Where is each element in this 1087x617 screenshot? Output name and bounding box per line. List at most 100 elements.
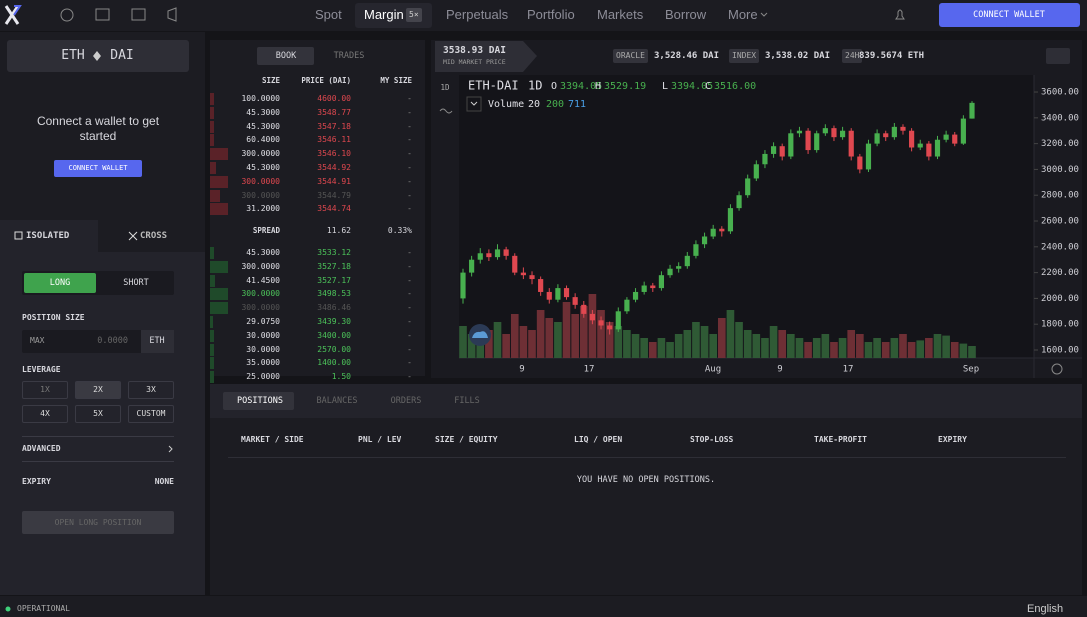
tab[interactable]: ISOLATED xyxy=(26,231,70,241)
volume-bar xyxy=(631,334,640,358)
book-tab[interactable]: BOOK xyxy=(275,51,297,61)
volume-bar xyxy=(640,338,648,358)
book-my-size: - xyxy=(407,94,412,103)
book-size: 31.2000 xyxy=(246,204,280,214)
legend-toggle xyxy=(466,96,482,112)
nav-item[interactable]: Perpetuals xyxy=(446,7,509,22)
nav-item[interactable]: Spot xyxy=(315,7,342,22)
announce-icon[interactable] xyxy=(167,7,177,22)
book-price: 2570.00 xyxy=(317,344,351,354)
volume-bar xyxy=(925,338,933,358)
y-tick-label: 2200.00 xyxy=(1041,268,1079,278)
positions-tab-active[interactable] xyxy=(223,392,294,410)
volume-bar xyxy=(614,326,623,358)
side[interactable]: LONG xyxy=(49,278,71,288)
book-my-size: - xyxy=(407,248,412,257)
leverage-button[interactable] xyxy=(22,405,68,423)
nav-item[interactable]: More xyxy=(728,7,758,22)
book-header: MY SIZE xyxy=(380,76,412,85)
x-tick-label: Aug xyxy=(705,365,721,375)
candle-body xyxy=(874,133,880,144)
positions-tab[interactable]: FILLS xyxy=(454,396,480,406)
positions-tab[interactable]: ORDERS xyxy=(390,396,422,406)
advanced[interactable]: ADVANCED xyxy=(22,444,61,453)
connect-label[interactable]: CONNECT WALLET xyxy=(973,10,1045,20)
column-header: STOP-LOSS xyxy=(690,435,734,444)
submit-label: OPEN LONG POSITION xyxy=(54,518,142,527)
logo xyxy=(4,5,20,25)
candle-body xyxy=(969,102,975,119)
book-my-size: - xyxy=(407,358,412,368)
candle-body xyxy=(727,208,734,232)
volume-bar xyxy=(493,322,502,358)
bell-icon[interactable] xyxy=(895,9,905,20)
book-price: 3486.46 xyxy=(317,303,351,313)
terminal-icon[interactable] xyxy=(95,8,110,21)
chat-icon[interactable] xyxy=(131,8,146,21)
order-book xyxy=(210,40,425,376)
unit-box xyxy=(141,330,174,353)
depth-bar xyxy=(210,343,214,356)
cross-tab[interactable] xyxy=(98,220,205,252)
empty-message: YOU HAVE NO OPEN POSITIONS. xyxy=(576,475,716,485)
leverage-button[interactable] xyxy=(128,405,174,423)
book-tab-active[interactable] xyxy=(257,47,314,65)
volume-bar xyxy=(864,342,873,358)
candle-body xyxy=(477,253,483,260)
tab[interactable]: CROSS xyxy=(140,231,168,241)
book-my-size: - xyxy=(407,372,412,382)
y-tick-label: 3600.00 xyxy=(1041,88,1079,98)
candle-body xyxy=(926,143,932,157)
volume-bar xyxy=(881,342,890,358)
nav-item[interactable]: Portfolio xyxy=(527,7,575,22)
depth-bar xyxy=(210,175,228,188)
book-price: 3546.11 xyxy=(317,135,351,145)
sidebar-connect[interactable] xyxy=(54,160,142,177)
candle-body xyxy=(822,128,828,134)
positions-tab[interactable]: BALANCES xyxy=(316,396,358,406)
book-size: 300.0000 xyxy=(241,149,280,159)
candle-body xyxy=(520,272,526,276)
book-price: 3544.91 xyxy=(317,176,351,186)
book-size: 45.3000 xyxy=(246,163,280,172)
long-active[interactable] xyxy=(24,273,96,293)
book-size: 30.0000 xyxy=(246,330,280,340)
volume-bar xyxy=(890,338,899,358)
column-header: PNL / LEV xyxy=(358,435,402,444)
y-tick-label: 2400.00 xyxy=(1041,242,1079,252)
candle-body xyxy=(460,272,466,299)
candle-body xyxy=(814,133,820,151)
leverage-button[interactable] xyxy=(128,381,174,399)
field-label: EXPIRY xyxy=(22,477,51,486)
depth-bar xyxy=(210,357,214,370)
input-value: 0.0000 xyxy=(97,336,128,346)
leverage-button[interactable] xyxy=(75,381,121,399)
stat-label: ORACLE xyxy=(613,49,648,63)
x-tick-label: 17 xyxy=(843,365,854,375)
nav-item[interactable]: Markets xyxy=(597,7,644,22)
help-icon[interactable] xyxy=(60,8,74,22)
size-input[interactable] xyxy=(22,330,174,353)
volume-bar xyxy=(942,335,950,358)
plot-bg xyxy=(459,75,1034,358)
nav-item[interactable]: Borrow xyxy=(665,7,707,22)
submit-button[interactable] xyxy=(22,511,174,534)
volume-bar xyxy=(683,330,692,358)
nav-item[interactable]: Margin xyxy=(364,7,404,22)
side[interactable]: SHORT xyxy=(123,278,149,288)
volume-bar xyxy=(752,334,761,358)
connect-button[interactable] xyxy=(939,3,1080,27)
candle-body xyxy=(512,255,518,273)
leverage-label: 4X xyxy=(40,409,50,418)
connect-label[interactable]: CONNECT WALLET xyxy=(68,164,128,172)
positions-tab[interactable]: POSITIONS xyxy=(236,396,284,406)
volume-bar xyxy=(933,334,942,358)
language[interactable]: English xyxy=(1027,603,1064,615)
volume-bar xyxy=(718,318,726,358)
volume-bar xyxy=(795,338,804,358)
book-tab[interactable]: TRADES xyxy=(333,51,365,61)
leverage-button[interactable] xyxy=(75,405,121,423)
candle-body xyxy=(589,313,595,321)
book-size: 300.0000 xyxy=(241,176,280,186)
leverage-button[interactable] xyxy=(22,381,68,399)
